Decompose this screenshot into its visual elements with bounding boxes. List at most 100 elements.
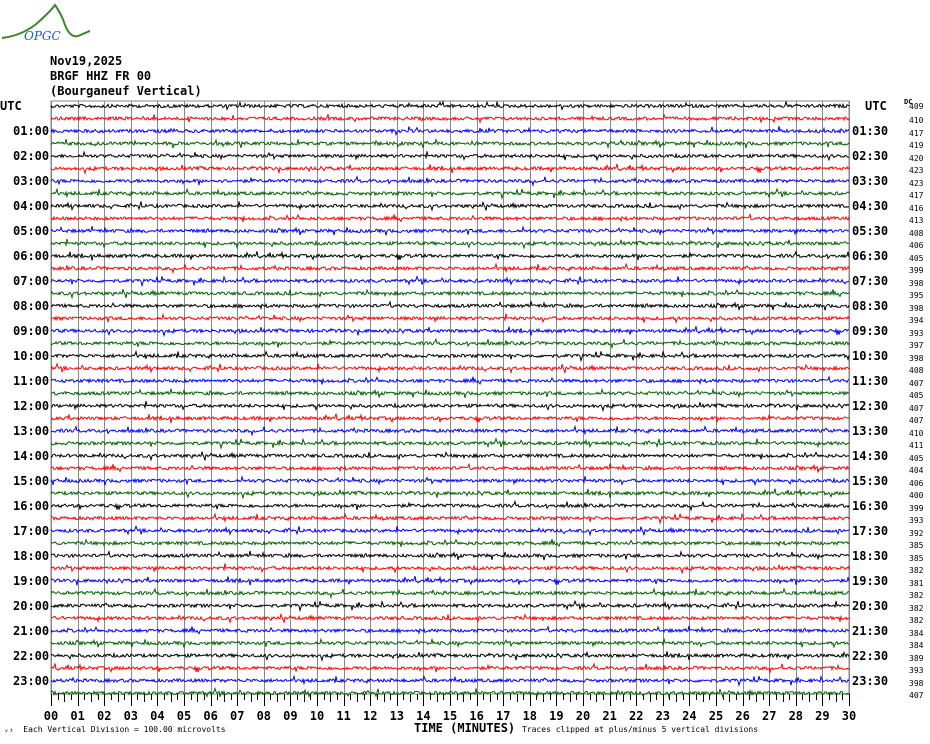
dc-offset: 406 <box>909 478 924 488</box>
dc-offset: 413 <box>909 216 924 226</box>
x-tick-label: 18 <box>523 709 537 723</box>
dc-offset: 398 <box>909 278 924 288</box>
trace-line <box>50 549 850 561</box>
x-tick-label: 10 <box>310 709 324 723</box>
right-hour-label: 07:30 <box>852 273 889 288</box>
dc-offset: 406 <box>909 241 924 251</box>
x-tick-label: 17 <box>496 709 510 723</box>
left-hour-label: 18:00 <box>13 548 50 563</box>
right-hour-label: 16:30 <box>852 498 889 513</box>
trace-line <box>50 150 850 162</box>
trace-line <box>50 238 850 250</box>
right-hour-label: 13:30 <box>852 423 889 438</box>
left-hour-label: 10:00 <box>13 348 50 363</box>
x-tick-label: 20 <box>576 709 590 723</box>
dc-offset: 381 <box>909 578 924 588</box>
dc-offset: 398 <box>909 353 924 363</box>
x-tick-label: 13 <box>390 709 404 723</box>
dc-offset: 382 <box>909 566 924 576</box>
dc-offset: 400 <box>909 491 924 501</box>
x-tick-label: 27 <box>762 709 776 723</box>
left-hour-label: 22:00 <box>13 648 50 663</box>
trace-line <box>50 563 850 575</box>
x-tick-label: 29 <box>815 709 829 723</box>
trace-line <box>50 212 850 223</box>
trace-line <box>50 274 850 288</box>
left-hour-label: 01:00 <box>13 123 50 138</box>
left-hour-label: 16:00 <box>13 498 50 513</box>
trace-line <box>50 126 850 137</box>
x-tick-label: 03 <box>124 709 138 723</box>
station-name: (Bourganeuf Vertical) <box>50 84 202 98</box>
left-hour-label: 07:00 <box>13 273 50 288</box>
trace-line <box>50 349 850 363</box>
left-hour-label: 20:00 <box>13 598 50 613</box>
dc-offset: 417 <box>909 128 924 138</box>
trace-line <box>50 250 850 261</box>
dc-offset: 405 <box>909 453 924 463</box>
right-hour-label: 02:30 <box>852 148 889 163</box>
x-tick-label: 11 <box>336 709 350 723</box>
dc-offset: 423 <box>909 166 924 176</box>
left-hour-label: 02:00 <box>13 148 50 163</box>
x-tick-label: 15 <box>443 709 457 723</box>
x-tick-label: 09 <box>283 709 297 723</box>
scale-text: Each Vertical Division = 100.00 microvol… <box>23 725 226 734</box>
x-tick-label: 07 <box>230 709 244 723</box>
trace-line <box>50 625 850 635</box>
dc-offset: 389 <box>909 653 924 663</box>
trace-line <box>50 662 850 675</box>
x-tick-label: 01 <box>70 709 84 723</box>
trace-line <box>50 424 850 437</box>
trace-line <box>50 163 850 175</box>
trace-line <box>50 599 850 613</box>
dc-offset: 407 <box>909 403 924 413</box>
trace-line <box>50 187 850 200</box>
x-tick-label: 08 <box>257 709 271 723</box>
trace-line <box>50 375 850 386</box>
dc-offset: 407 <box>909 691 924 701</box>
x-tick-label: 06 <box>203 709 217 723</box>
dc-offset: 405 <box>909 391 924 401</box>
dc-offset: 399 <box>909 503 924 513</box>
trace-line <box>50 325 849 338</box>
right-hour-label: 06:30 <box>852 248 889 263</box>
right-hour-label: 18:30 <box>852 548 889 563</box>
right-hour-label: 19:30 <box>852 573 889 588</box>
x-tick-label: 00 <box>44 709 58 723</box>
trace-line <box>50 499 850 512</box>
right-hour-label: 04:30 <box>852 198 889 213</box>
x-tick-label: 28 <box>789 709 803 723</box>
right-hour-label: 14:30 <box>852 448 889 463</box>
left-hour-label: 11:00 <box>13 373 50 388</box>
x-tick-label: 12 <box>363 709 377 723</box>
trace-line <box>50 400 850 413</box>
trace-line <box>50 587 850 600</box>
dc-offset: 417 <box>909 191 924 201</box>
dc-offset: 407 <box>909 416 924 426</box>
trace-line <box>50 651 850 662</box>
dc-offset: 405 <box>909 253 924 263</box>
left-hour-label: 04:00 <box>13 198 50 213</box>
x-tick-label: 16 <box>469 709 483 723</box>
right-hour-label: 09:30 <box>852 323 889 338</box>
right-hour-label: 11:30 <box>852 373 889 388</box>
x-tick-label: 24 <box>682 709 696 723</box>
x-tick-label: 21 <box>602 709 616 723</box>
trace-line <box>50 312 850 324</box>
dc-offset: 385 <box>909 541 924 551</box>
left-hour-label: 15:00 <box>13 473 50 488</box>
dc-offset: 393 <box>909 516 924 526</box>
trace-line <box>50 524 850 537</box>
trace-line <box>50 637 850 649</box>
date: Nov19,2025 <box>50 54 123 68</box>
x-tick-label: 04 <box>150 709 164 723</box>
left-hour-label: 21:00 <box>13 623 50 638</box>
right-hour-label: 17:30 <box>852 523 889 538</box>
right-hour-label: 22:30 <box>852 648 889 663</box>
x-axis-label: TIME (MINUTES) <box>414 721 516 735</box>
trace-line <box>50 175 850 187</box>
right-hour-label: 05:30 <box>852 223 889 238</box>
trace-line <box>50 575 850 586</box>
trace-line <box>50 337 850 350</box>
